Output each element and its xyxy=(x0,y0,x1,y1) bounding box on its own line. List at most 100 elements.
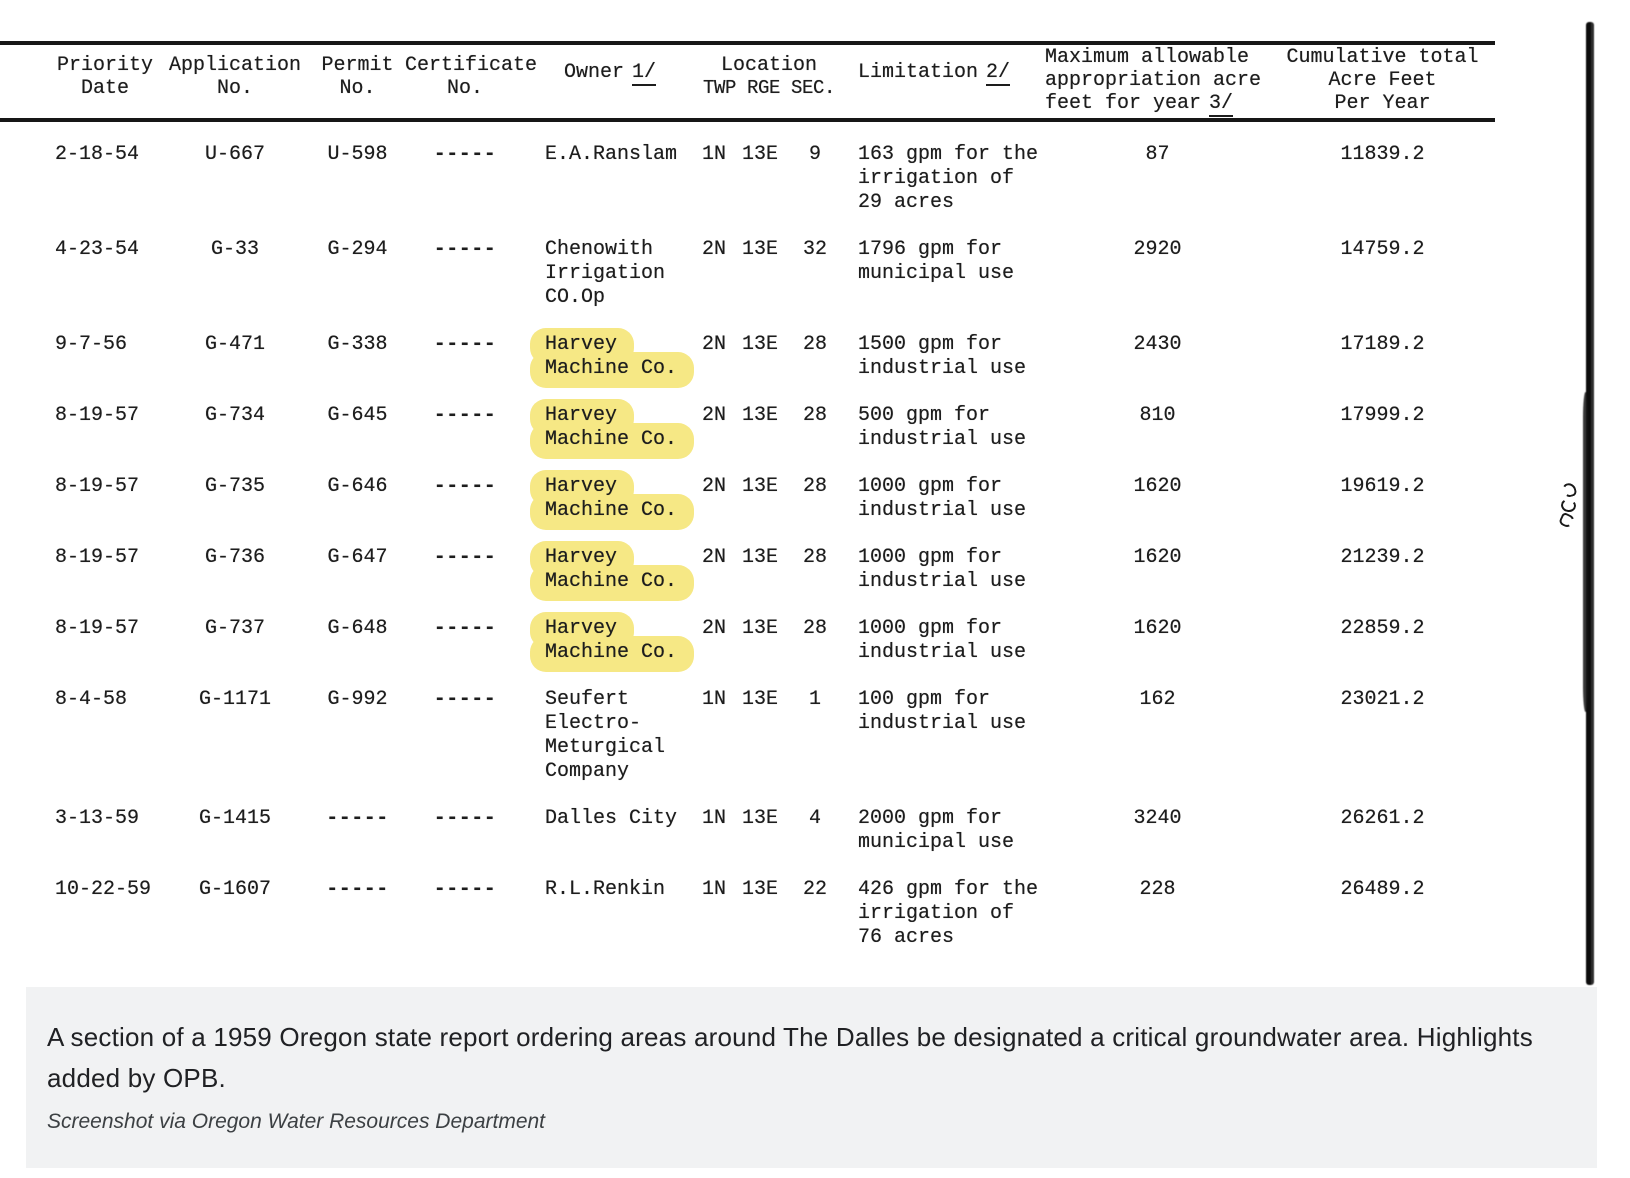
cell-twp: 1N xyxy=(701,688,726,711)
cell-sec: 32 xyxy=(802,238,827,261)
column-header-location: Location TWP RGE SEC. xyxy=(702,54,836,99)
cell-rge: 13E xyxy=(741,475,778,498)
cell-rge: 13E xyxy=(741,688,778,711)
cell-permit-no: U-598 xyxy=(327,143,388,166)
cell-twp: 2N xyxy=(701,238,726,261)
cell-application-no: G-1607 xyxy=(198,878,271,901)
cell-owner: Harvey Machine Co. xyxy=(525,541,695,601)
cell-application-no: G-33 xyxy=(210,238,259,261)
cell-sec: 28 xyxy=(802,617,827,640)
cell-cumulative-total: 11839.2 xyxy=(1340,143,1425,166)
cell-sec: 1 xyxy=(808,688,821,711)
cell-permit-no: G-647 xyxy=(327,546,388,569)
cell-priority-date: 8-19-57 xyxy=(55,617,140,640)
cell-rge: 13E xyxy=(741,333,778,356)
cell-priority-date: 10-22-59 xyxy=(55,878,152,901)
cell-rge: 13E xyxy=(741,238,778,261)
highlight-marker: Machine Co. xyxy=(530,494,695,530)
cell-application-no: G-471 xyxy=(204,333,265,356)
cell-twp: 2N xyxy=(701,333,726,356)
scan-artifact-smudge xyxy=(1557,511,1577,530)
cell-limitation: 2000 gpm for municipal use xyxy=(858,807,1015,854)
cell-permit-no: G-992 xyxy=(327,688,388,711)
table-header: Priority Date Application No. Permit No. Certi… xyxy=(0,41,1495,122)
cell-permit-no: G-294 xyxy=(327,238,388,261)
cell-permit-no: ----- xyxy=(326,807,389,830)
cell-twp: 1N xyxy=(701,807,726,830)
caption-credit: Screenshot via Oregon Water Resources De… xyxy=(47,1110,546,1133)
cell-certificate-no: ----- xyxy=(433,807,497,830)
caption-panel: A section of a 1959 Oregon state report … xyxy=(26,987,1597,1168)
cell-limitation: 1000 gpm for industrial use xyxy=(858,475,1027,522)
scan-artifact-line xyxy=(1583,22,1594,985)
highlight-marker: Machine Co. xyxy=(530,565,695,601)
caption-text: A section of a 1959 Oregon state report … xyxy=(47,1017,1597,1099)
cell-max-appropriation: 1620 xyxy=(1133,617,1182,640)
cell-priority-date: 3-13-59 xyxy=(55,807,140,830)
cell-application-no: G-1171 xyxy=(198,688,271,711)
cell-limitation: 426 gpm for the irrigation of 76 acres xyxy=(858,878,1039,949)
column-header-owner: Owner 1/ xyxy=(563,61,657,86)
caption-line-2: added by OPB. xyxy=(47,1063,226,1093)
cell-application-no: G-734 xyxy=(204,404,265,427)
cell-limitation: 1000 gpm for industrial use xyxy=(858,546,1027,593)
cell-limitation: 1000 gpm for industrial use xyxy=(858,617,1027,664)
cell-sec: 28 xyxy=(802,546,827,569)
cell-twp: 2N xyxy=(701,475,726,498)
cell-owner: Harvey Machine Co. xyxy=(525,470,695,530)
cell-certificate-no: ----- xyxy=(433,546,497,569)
cell-owner: Harvey Machine Co. xyxy=(525,612,695,672)
table-body: 2-18-54 U-667 U-598 ----- E.A.Ranslam 1N 13E 9 1… xyxy=(0,122,1495,950)
column-header-max-appropriation: Maximum allowable appropriation acre feet … xyxy=(1045,46,1262,117)
cell-priority-date: 8-19-57 xyxy=(55,475,140,498)
cell-max-appropriation: 1620 xyxy=(1133,546,1182,569)
column-header-priority: Priority Date xyxy=(56,54,153,100)
cell-cumulative-total: 17189.2 xyxy=(1340,333,1425,356)
scan-artifact-smudge xyxy=(1561,481,1578,499)
cell-application-no: G-1415 xyxy=(198,807,271,830)
caption-line-1: A section of a 1959 Oregon state report … xyxy=(47,1022,1533,1052)
cell-limitation: 500 gpm for industrial use xyxy=(858,404,1027,451)
cell-cumulative-total: 26261.2 xyxy=(1340,807,1425,830)
cell-rge: 13E xyxy=(741,404,778,427)
footnote-ref: 1/ xyxy=(632,61,657,86)
cell-cumulative-total: 14759.2 xyxy=(1340,238,1425,261)
cell-twp: 2N xyxy=(701,617,726,640)
cell-priority-date: 2-18-54 xyxy=(55,143,140,166)
cell-cumulative-total: 19619.2 xyxy=(1340,475,1425,498)
table-row: 8-19-57 G-736 G-647 ----- Harvey Machine Co. 2… xyxy=(0,541,1495,601)
cell-priority-date: 8-19-57 xyxy=(55,404,140,427)
cell-limitation: 1500 gpm for industrial use xyxy=(858,333,1027,380)
scanned-document: Priority Date Application No. Permit No. Certi… xyxy=(0,41,1495,950)
cell-limitation: 100 gpm for industrial use xyxy=(858,688,1027,735)
cell-certificate-no: ----- xyxy=(433,617,497,640)
table-row: 3-13-59 G-1415 ----- ----- Dalles City 1N 13E 4… xyxy=(0,807,1495,855)
cell-max-appropriation: 2920 xyxy=(1133,238,1182,261)
cell-permit-no: G-338 xyxy=(327,333,388,356)
column-header-application: Application No. xyxy=(168,54,302,100)
table-row: 8-19-57 G-735 G-646 ----- Harvey Machine Co. 2… xyxy=(0,470,1495,530)
cell-cumulative-total: 26489.2 xyxy=(1340,878,1425,901)
cell-application-no: G-737 xyxy=(204,617,265,640)
cell-max-appropriation: 3240 xyxy=(1133,807,1182,830)
cell-max-appropriation: 162 xyxy=(1139,688,1176,711)
cell-priority-date: 8-4-58 xyxy=(55,688,128,711)
highlight-marker: Machine Co. xyxy=(530,423,695,459)
cell-priority-date: 4-23-54 xyxy=(55,238,140,261)
column-header-limitation: Limitation 2/ xyxy=(858,61,1011,86)
cell-sec: 28 xyxy=(802,333,827,356)
column-header-permit: Permit No. xyxy=(321,54,394,100)
cell-sec: 22 xyxy=(802,878,827,901)
cell-permit-no: G-646 xyxy=(327,475,388,498)
cell-permit-no: G-648 xyxy=(327,617,388,640)
cell-certificate-no: ----- xyxy=(433,238,497,261)
cell-owner: E.A.Ranslam xyxy=(545,143,678,166)
table-row: 10-22-59 G-1607 ----- ----- R.L.Renkin 1N 13E 2… xyxy=(0,878,1495,950)
cell-twp: 2N xyxy=(701,546,726,569)
cell-owner: Seufert Electro- Meturgical Company xyxy=(545,688,666,783)
cell-owner: Chenowith Irrigation CO.Op xyxy=(545,238,666,309)
cell-max-appropriation: 87 xyxy=(1145,143,1170,166)
cell-twp: 1N xyxy=(701,878,726,901)
highlight-marker: Machine Co. xyxy=(530,352,695,388)
